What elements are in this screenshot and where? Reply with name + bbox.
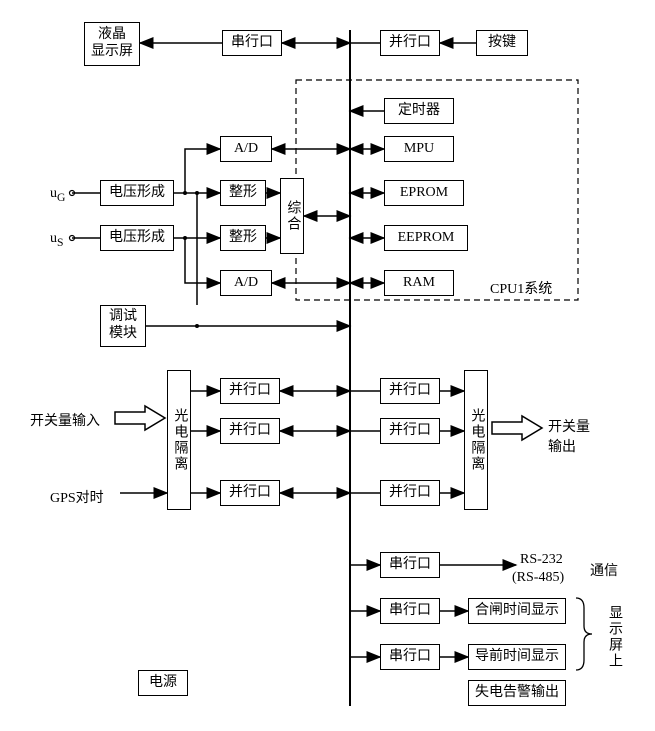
label-sw_in: 开关量输入 (30, 410, 100, 430)
box-serial_top: 串行口 (222, 30, 282, 56)
box-eeprom: EEPROM (384, 225, 468, 251)
box-alarm: 失电告警输出 (468, 680, 566, 706)
box-par_out1: 并行口 (380, 378, 440, 404)
box-mpu: MPU (384, 136, 454, 162)
box-synth: 综合 (280, 178, 304, 254)
label-us: uS (50, 231, 63, 249)
box-par_in3: 并行口 (220, 480, 280, 506)
box-ser3: 串行口 (380, 644, 440, 670)
box-par_out2: 并行口 (380, 418, 440, 444)
box-vform1: 电压形成 (100, 180, 174, 206)
box-vform2: 电压形成 (100, 225, 174, 251)
box-power: 电源 (138, 670, 188, 696)
label-comm: 通信 (590, 560, 618, 580)
box-opto_out: 光电隔离 (464, 370, 488, 510)
box-ad1: A/D (220, 136, 272, 162)
box-timer: 定时器 (384, 98, 454, 124)
box-ram: RAM (384, 270, 454, 296)
box-par_in1: 并行口 (220, 378, 280, 404)
box-par_in2: 并行口 (220, 418, 280, 444)
box-opto_in: 光电隔离 (167, 370, 191, 510)
label-rs232: RS-232 (520, 552, 563, 568)
label-rs485: (RS-485) (512, 570, 564, 586)
label-ug: uG (50, 186, 65, 204)
box-lcd: 液晶显示屏 (84, 22, 140, 66)
label-disp: 显示屏上 (604, 605, 624, 669)
box-eprom: EPROM (384, 180, 464, 206)
box-shape1: 整形 (220, 180, 266, 206)
box-shape2: 整形 (220, 225, 266, 251)
box-debug: 调试模块 (100, 305, 146, 347)
box-ser2: 串行口 (380, 598, 440, 624)
label-sw_out: 开关量输出 (548, 416, 590, 456)
label-gps: GPS对时 (50, 487, 104, 507)
box-lead_time: 导前时间显示 (468, 644, 566, 670)
box-ad2: A/D (220, 270, 272, 296)
box-close_time: 合闸时间显示 (468, 598, 566, 624)
box-keys: 按键 (476, 30, 528, 56)
box-parallel_top: 并行口 (380, 30, 440, 56)
box-par_out3: 并行口 (380, 480, 440, 506)
label-cpu1: CPU1系统 (490, 278, 552, 298)
box-ser1: 串行口 (380, 552, 440, 578)
